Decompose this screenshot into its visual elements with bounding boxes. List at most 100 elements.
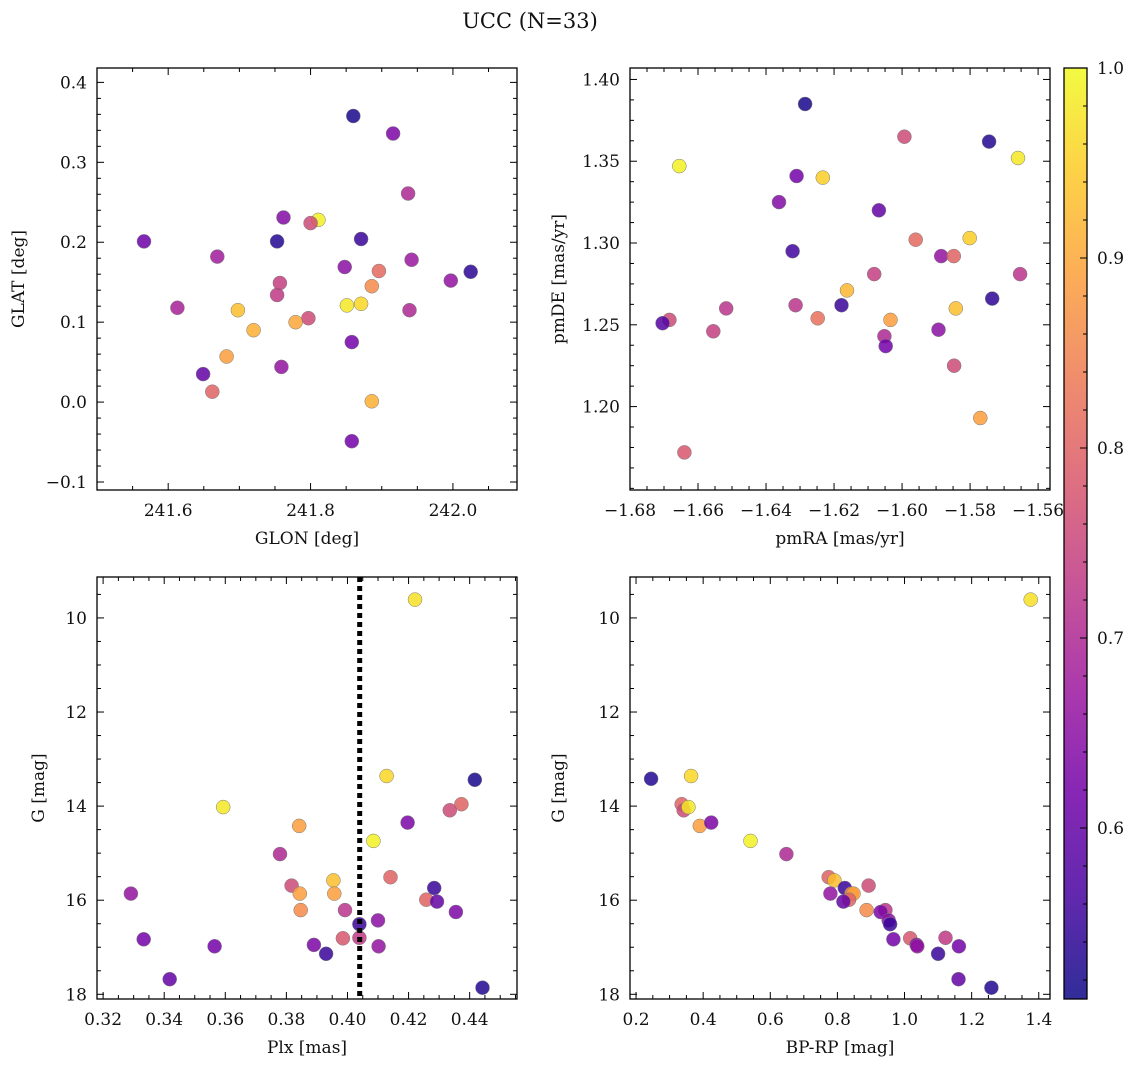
data-point bbox=[785, 243, 800, 259]
y-tick-label: 1.30 bbox=[582, 234, 620, 254]
data-point bbox=[426, 880, 442, 896]
data-point bbox=[467, 772, 483, 788]
data-point bbox=[337, 902, 353, 918]
data-point bbox=[292, 886, 308, 901]
x-tick-label: 0.34 bbox=[145, 1010, 183, 1030]
data-point bbox=[215, 799, 231, 815]
x-tick-label: 0.42 bbox=[390, 1010, 428, 1030]
data-point bbox=[672, 158, 687, 174]
data-point bbox=[272, 275, 288, 291]
data-point bbox=[981, 134, 997, 149]
x-tick-label: −1.66 bbox=[672, 501, 724, 521]
data-points bbox=[123, 592, 490, 995]
data-point bbox=[364, 278, 380, 294]
data-point bbox=[402, 302, 417, 318]
x-tick-label: 1.4 bbox=[1025, 1010, 1052, 1030]
data-point bbox=[303, 215, 318, 231]
data-point bbox=[207, 939, 222, 954]
data-point bbox=[346, 108, 361, 124]
data-point bbox=[272, 846, 288, 862]
y-tick-label: 0.4 bbox=[60, 73, 87, 93]
data-point bbox=[353, 231, 369, 247]
data-point bbox=[407, 592, 423, 607]
data-point bbox=[859, 902, 874, 918]
data-point bbox=[655, 315, 670, 331]
data-point bbox=[339, 298, 355, 313]
y-axis-label: GLAT [deg] bbox=[9, 230, 29, 328]
data-point bbox=[442, 803, 458, 818]
y-tick-label: 0.3 bbox=[60, 153, 87, 173]
data-point bbox=[788, 297, 803, 313]
data-point bbox=[938, 930, 953, 946]
data-point bbox=[288, 314, 303, 330]
data-point bbox=[404, 252, 419, 268]
y-axis-label: G [mag] bbox=[549, 753, 569, 822]
data-point bbox=[930, 946, 946, 962]
data-point bbox=[827, 873, 842, 888]
data-point bbox=[291, 818, 307, 834]
x-tick-label: 0.44 bbox=[451, 1010, 489, 1030]
x-tick-label: 241.6 bbox=[144, 501, 193, 521]
data-point bbox=[400, 815, 415, 830]
data-point bbox=[1012, 266, 1028, 282]
data-point bbox=[1010, 150, 1026, 166]
data-point bbox=[771, 194, 787, 210]
data-point bbox=[274, 359, 289, 375]
colorbar-frame bbox=[1063, 67, 1088, 1000]
data-point bbox=[371, 263, 387, 279]
y-tick-label: 16 bbox=[65, 891, 87, 911]
data-point bbox=[861, 878, 876, 893]
x-tick-label: 0.32 bbox=[84, 1010, 122, 1030]
data-point bbox=[703, 815, 719, 830]
data-point bbox=[306, 937, 322, 953]
data-point bbox=[205, 384, 220, 399]
data-point bbox=[364, 394, 380, 409]
data-point bbox=[886, 932, 901, 947]
data-point bbox=[951, 939, 967, 954]
data-points bbox=[643, 592, 1038, 995]
data-point bbox=[946, 248, 962, 264]
data-point bbox=[984, 980, 999, 995]
data-point bbox=[718, 301, 734, 316]
y-tick-label: 1.35 bbox=[582, 152, 620, 172]
data-point bbox=[677, 445, 692, 460]
x-tick-label: 1.2 bbox=[958, 1010, 985, 1030]
x-tick-label: −1.60 bbox=[876, 501, 928, 521]
data-point bbox=[743, 833, 758, 849]
x-tick-label: −1.58 bbox=[944, 501, 996, 521]
data-point bbox=[443, 273, 459, 288]
x-tick-label: 1.0 bbox=[891, 1010, 918, 1030]
data-point bbox=[335, 931, 351, 946]
data-point bbox=[370, 913, 386, 928]
data-point bbox=[836, 894, 851, 909]
data-point bbox=[897, 129, 912, 144]
data-point bbox=[429, 894, 445, 909]
data-point bbox=[948, 301, 964, 316]
y-tick-label: 12 bbox=[65, 703, 87, 723]
data-point bbox=[779, 846, 794, 862]
colorbar-tick-label: 1.0 bbox=[1097, 59, 1124, 79]
y-tick-label: 0.1 bbox=[60, 313, 87, 333]
y-tick-label: 12 bbox=[598, 703, 620, 723]
x-tick-label: 242.0 bbox=[429, 501, 478, 521]
data-point bbox=[933, 248, 949, 264]
axes-frame bbox=[96, 67, 518, 491]
data-point bbox=[400, 186, 416, 201]
data-point bbox=[810, 311, 825, 326]
data-point bbox=[448, 904, 464, 920]
data-point bbox=[973, 410, 988, 426]
y-tick-label: 1.40 bbox=[582, 70, 620, 90]
colorbar-tick-label: 0.6 bbox=[1097, 819, 1124, 839]
data-point bbox=[789, 168, 804, 184]
y-tick-label: 18 bbox=[65, 985, 87, 1005]
data-point bbox=[815, 170, 831, 185]
x-axis-label: BP-RP [mag] bbox=[786, 1038, 895, 1058]
data-point bbox=[230, 302, 246, 318]
data-point bbox=[910, 939, 925, 954]
data-point bbox=[326, 873, 341, 888]
y-tick-label: 14 bbox=[65, 797, 87, 817]
data-point bbox=[946, 358, 962, 373]
data-point bbox=[344, 433, 360, 449]
data-points bbox=[655, 96, 1028, 460]
